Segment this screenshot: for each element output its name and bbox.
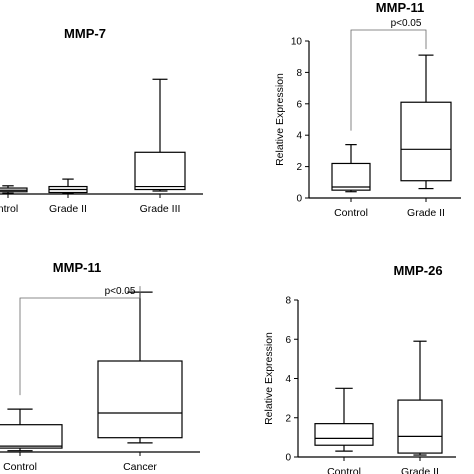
- iqr-box: [400, 101, 452, 182]
- panel-title: MMP-7: [64, 26, 106, 41]
- y-tick-label: 6: [296, 99, 302, 110]
- panel-title: MMP-11: [53, 260, 101, 275]
- iqr-box: [397, 399, 443, 454]
- box-cancer: [97, 291, 183, 444]
- significance-label: p<0.05: [105, 286, 136, 297]
- x-tick-label: Grade II: [401, 466, 439, 474]
- x-tick-label: Cancer: [123, 461, 157, 473]
- iqr-box: [0, 424, 63, 449]
- panel-2: MMP-11 0 2 4 6 8 10 Relative Expression Control G…: [274, 0, 461, 219]
- significance-bracket: [350, 29, 427, 131]
- box-grade-iii: [134, 78, 186, 192]
- y-tick-label: 8: [285, 296, 291, 307]
- iqr-box: [97, 360, 183, 439]
- y-axis-label: Relative Expression: [274, 73, 286, 166]
- y-tick-label: 4: [285, 374, 291, 385]
- x-tick-label: Grade II: [407, 207, 445, 219]
- panel-4: MMP-26 0 2 4 6 8 Relative Expression Control Gra…: [263, 263, 456, 474]
- y-tick-label: 0: [285, 453, 291, 464]
- y-tick-label: 2: [285, 413, 291, 424]
- x-tick-label: Control: [327, 466, 361, 474]
- x-tick-label: ntrol: [0, 203, 18, 215]
- y-tick-label: 2: [296, 162, 302, 173]
- x-tick-label: Control: [3, 461, 37, 473]
- box-control: [314, 387, 374, 452]
- y-tick-label: 4: [296, 131, 302, 142]
- x-tick-label: Control: [334, 207, 368, 219]
- panel-title: MMP-26: [393, 263, 442, 278]
- box-grade-ii: [397, 340, 443, 456]
- box-grade-ii: [400, 54, 452, 190]
- significance-label: p<0.05: [391, 18, 422, 29]
- iqr-box: [314, 423, 374, 446]
- x-tick-label: Grade II: [49, 203, 87, 215]
- panel-1: MMP-7 ntrol Grade II Grade III: [0, 26, 203, 215]
- x-tick-label: Grade III: [140, 203, 181, 215]
- y-tick-label: 6: [285, 335, 291, 346]
- box-control: [0, 185, 28, 194]
- y-axis-label: Relative Expression: [263, 332, 275, 425]
- significance-bracket: [19, 286, 141, 396]
- y-tick-label: 8: [296, 68, 302, 79]
- iqr-box: [331, 162, 371, 191]
- iqr-box: [134, 151, 186, 191]
- box-control: [331, 144, 371, 193]
- panel-title: MMP-11: [376, 0, 424, 15]
- panel-3: MMP-11 Control Cancer p<0.05: [0, 260, 200, 473]
- box-grade-ii: [48, 178, 88, 194]
- box-control: [0, 408, 63, 452]
- y-tick-label: 10: [291, 37, 303, 48]
- y-tick-label: 0: [296, 194, 302, 205]
